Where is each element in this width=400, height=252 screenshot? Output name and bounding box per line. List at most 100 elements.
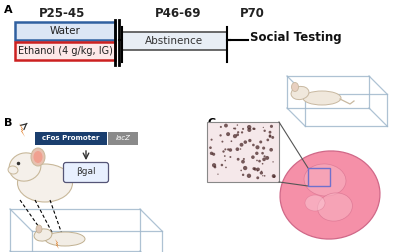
Circle shape [268,131,272,134]
FancyBboxPatch shape [108,132,138,145]
Circle shape [271,136,274,139]
Circle shape [269,135,271,138]
Circle shape [222,150,225,153]
Circle shape [270,125,273,128]
Circle shape [221,164,223,166]
Circle shape [244,140,247,144]
Circle shape [240,143,244,147]
Circle shape [224,155,226,157]
Circle shape [236,133,239,136]
Circle shape [222,141,224,143]
Text: lacZ: lacZ [116,136,130,142]
Circle shape [247,128,251,132]
Circle shape [269,148,273,152]
Circle shape [217,174,219,175]
Circle shape [261,171,262,172]
Ellipse shape [280,151,380,239]
Circle shape [260,171,263,175]
Circle shape [264,130,266,132]
Circle shape [230,156,231,158]
Circle shape [256,168,260,171]
Polygon shape [19,123,25,137]
Circle shape [272,161,274,163]
FancyBboxPatch shape [35,132,107,145]
Circle shape [264,175,266,177]
Circle shape [220,134,222,137]
Polygon shape [55,239,59,249]
FancyBboxPatch shape [15,22,115,40]
Ellipse shape [305,195,325,211]
Circle shape [251,155,255,159]
Circle shape [228,148,232,152]
Circle shape [254,168,257,171]
Text: Social Testing: Social Testing [250,30,342,44]
Circle shape [252,167,255,170]
Circle shape [261,152,264,154]
Circle shape [224,148,226,150]
Circle shape [248,139,252,142]
Ellipse shape [34,229,52,241]
Circle shape [236,147,239,151]
Ellipse shape [34,151,42,163]
Circle shape [262,175,264,176]
Circle shape [256,176,259,179]
Ellipse shape [36,225,42,233]
Circle shape [241,160,245,164]
Text: A: A [4,5,13,15]
Circle shape [210,139,213,141]
Ellipse shape [318,193,352,221]
Text: B: B [4,118,12,128]
Circle shape [242,128,244,130]
Ellipse shape [291,86,309,100]
Circle shape [212,153,215,156]
Circle shape [262,163,264,165]
Ellipse shape [292,82,298,91]
Circle shape [234,128,236,130]
Circle shape [233,128,235,129]
Circle shape [243,166,247,170]
Circle shape [265,156,269,160]
Circle shape [230,140,232,142]
Circle shape [255,152,258,155]
FancyBboxPatch shape [15,42,115,60]
Circle shape [210,152,213,155]
Circle shape [237,158,240,161]
Circle shape [237,131,239,133]
Circle shape [240,170,242,171]
Ellipse shape [8,166,18,174]
Circle shape [247,125,251,129]
Circle shape [258,160,261,163]
Text: P25-45: P25-45 [39,7,85,20]
Circle shape [242,174,244,176]
Circle shape [252,128,255,130]
Circle shape [243,158,245,160]
Circle shape [224,160,226,162]
Ellipse shape [9,153,41,181]
FancyBboxPatch shape [64,163,108,182]
Circle shape [272,174,276,178]
Circle shape [220,126,222,128]
Circle shape [209,146,212,149]
Ellipse shape [45,232,85,246]
Ellipse shape [303,91,341,105]
Circle shape [214,166,216,168]
Circle shape [256,145,260,149]
Circle shape [263,127,264,128]
Ellipse shape [31,148,45,166]
Circle shape [266,139,269,141]
Text: C: C [207,118,215,128]
Circle shape [226,132,230,136]
Circle shape [273,175,276,178]
Circle shape [253,128,256,130]
Text: Ethanol (4 g/kg, IG): Ethanol (4 g/kg, IG) [18,46,112,56]
Text: P70: P70 [240,7,264,20]
FancyBboxPatch shape [207,122,279,182]
Circle shape [227,148,229,151]
Circle shape [262,158,266,161]
Circle shape [225,167,227,168]
Text: βgal: βgal [76,168,96,176]
Circle shape [233,134,237,138]
Circle shape [252,144,255,146]
Circle shape [241,131,243,134]
Text: cFos Promoter: cFos Promoter [42,136,100,142]
